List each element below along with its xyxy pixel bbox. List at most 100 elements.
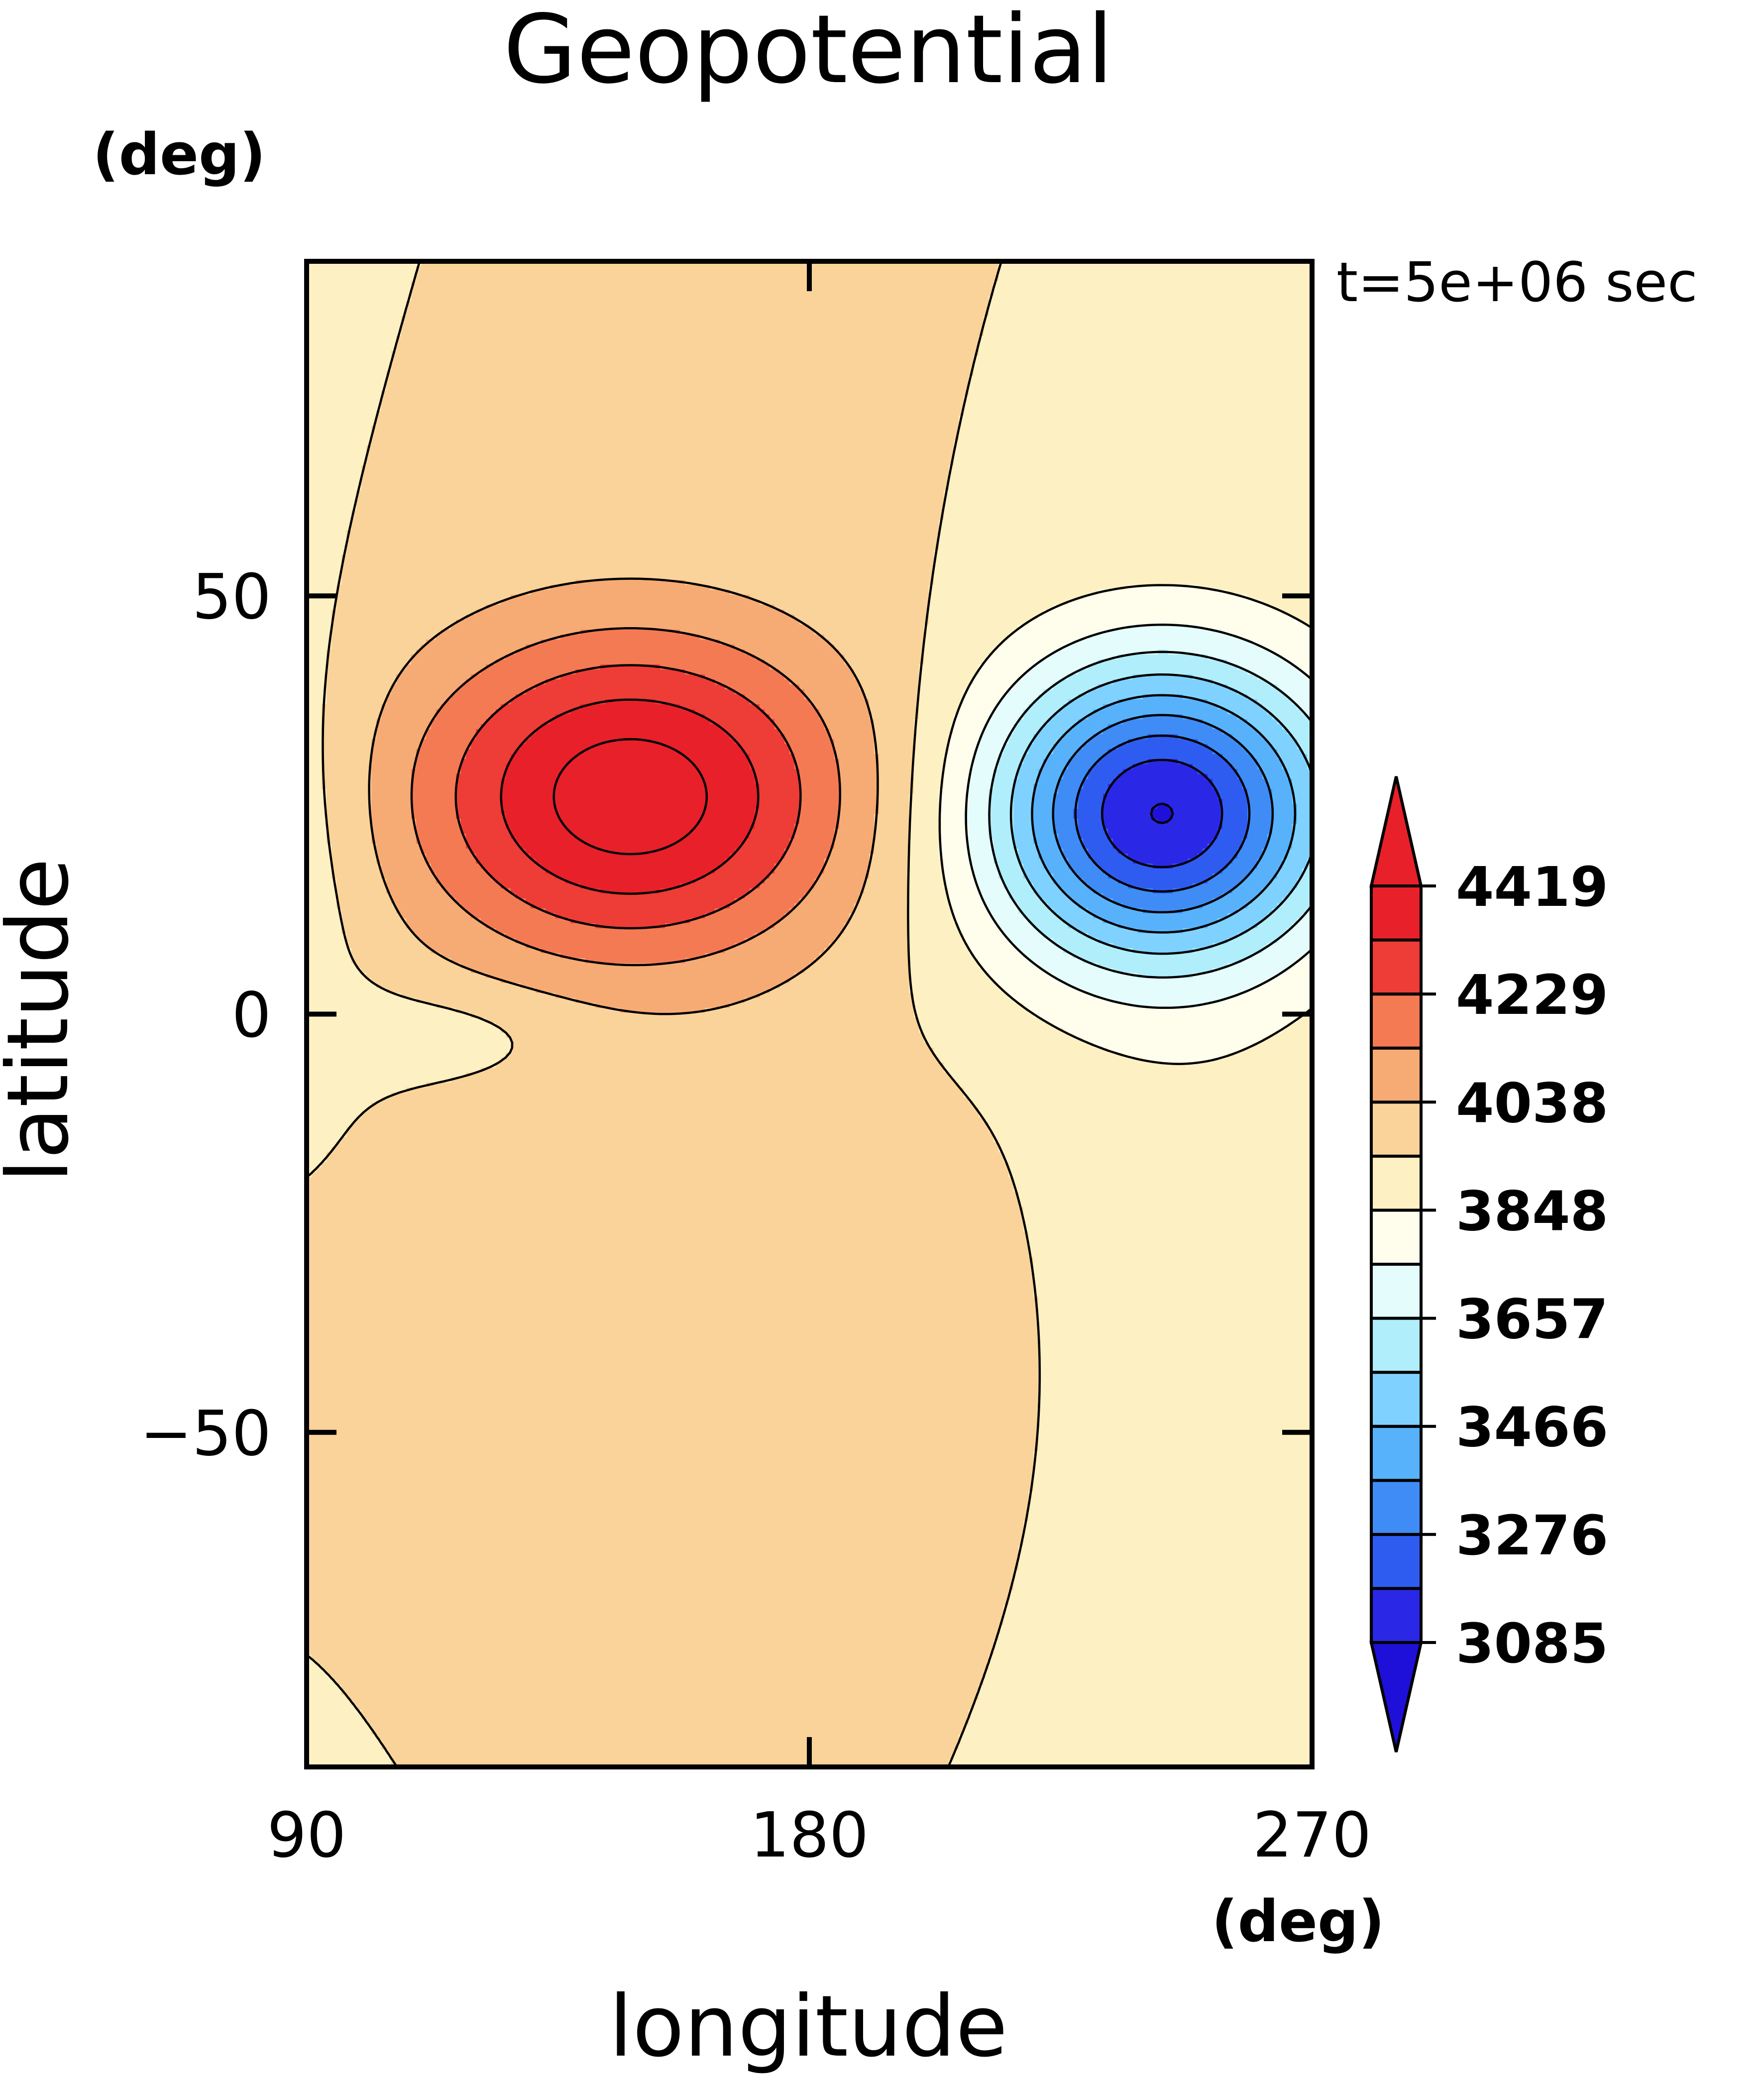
field-cell — [964, 266, 969, 272]
field-cell — [979, 276, 984, 282]
field-cell — [1287, 291, 1293, 297]
field-cell — [1257, 271, 1263, 277]
field-cell — [1063, 301, 1069, 307]
field-cell — [645, 291, 651, 297]
field-cell — [441, 301, 446, 307]
field-cell — [511, 271, 516, 277]
field-cell — [1123, 301, 1128, 307]
field-cell — [1038, 301, 1044, 307]
field-cell — [466, 266, 471, 272]
field-cell — [446, 296, 451, 302]
field-cell — [984, 271, 989, 277]
field-cell — [1242, 281, 1248, 287]
field-cell — [998, 281, 1004, 287]
field-cell — [834, 296, 840, 302]
field-cell — [600, 301, 606, 307]
field-cell — [849, 271, 855, 277]
field-cell — [521, 296, 526, 302]
field-cell — [740, 286, 745, 292]
field-cell — [949, 301, 954, 307]
field-cell — [451, 286, 456, 292]
field-cell — [1188, 281, 1193, 287]
field-cell — [725, 266, 730, 272]
field-cell — [322, 266, 327, 272]
field-cell — [1123, 266, 1128, 272]
field-cell — [874, 281, 880, 287]
field-cell — [1217, 306, 1223, 312]
field-cell — [1302, 291, 1308, 297]
field-cell — [476, 286, 481, 292]
field-cell — [441, 306, 446, 312]
field-cell — [590, 286, 596, 292]
field-cell — [794, 281, 800, 287]
field-cell — [819, 281, 825, 287]
field-cell — [849, 306, 855, 312]
field-cell — [730, 296, 735, 302]
field-cell — [620, 276, 626, 282]
field-cell — [640, 306, 646, 312]
field-cell — [710, 271, 715, 277]
field-cell — [700, 286, 705, 292]
field-cell — [670, 281, 675, 287]
field-cell — [585, 296, 591, 302]
field-cell — [725, 271, 730, 277]
field-cell — [1282, 291, 1288, 297]
field-cell — [834, 301, 840, 307]
field-cell — [675, 281, 680, 287]
field-cell — [844, 301, 850, 307]
field-cell — [1013, 281, 1019, 287]
field-cell — [1242, 296, 1248, 302]
field-cell — [700, 301, 705, 307]
field-cell — [1068, 281, 1074, 287]
field-cell — [1008, 301, 1014, 307]
field-cell — [1227, 281, 1233, 287]
field-cell — [939, 276, 944, 282]
field-cell — [366, 276, 372, 282]
field-cell — [1113, 301, 1118, 307]
field-cell — [551, 306, 556, 312]
field-cell — [1173, 281, 1178, 287]
field-cell — [1143, 286, 1148, 292]
field-cell — [1093, 301, 1099, 307]
field-cell — [755, 276, 760, 282]
field-cell — [1183, 266, 1188, 272]
field-cell — [974, 281, 979, 287]
field-cell — [834, 281, 840, 287]
field-cell — [1203, 306, 1208, 312]
field-cell — [620, 306, 626, 312]
field-cell — [615, 266, 621, 272]
field-cell — [1053, 266, 1059, 272]
field-cell — [1078, 276, 1084, 282]
field-cell — [904, 276, 909, 282]
field-cell — [715, 301, 720, 307]
field-cell — [655, 281, 661, 287]
field-cell — [984, 276, 989, 282]
field-cell — [1282, 286, 1288, 292]
field-cell — [605, 276, 611, 282]
field-cell — [600, 286, 606, 292]
field-cell — [725, 281, 730, 287]
field-cell — [461, 281, 466, 287]
field-cell — [839, 276, 845, 282]
field-cell — [1048, 276, 1054, 282]
field-cell — [536, 301, 541, 307]
field-cell — [740, 296, 745, 302]
field-cell — [1173, 276, 1178, 282]
field-cell — [436, 271, 441, 277]
field-cell — [1237, 271, 1243, 277]
field-cell — [496, 286, 501, 292]
field-cell — [516, 301, 521, 307]
field-cell — [327, 301, 332, 307]
field-cell — [317, 266, 322, 272]
field-cell — [998, 296, 1004, 302]
field-cell — [565, 306, 571, 312]
field-cell — [1252, 281, 1258, 287]
field-cell — [1292, 286, 1298, 292]
field-cell — [1302, 301, 1308, 307]
field-cell — [854, 296, 860, 302]
field-cell — [655, 306, 661, 312]
field-cell — [356, 266, 362, 272]
field-cell — [1018, 286, 1024, 292]
field-cell — [1023, 271, 1029, 277]
field-cell — [929, 286, 934, 292]
